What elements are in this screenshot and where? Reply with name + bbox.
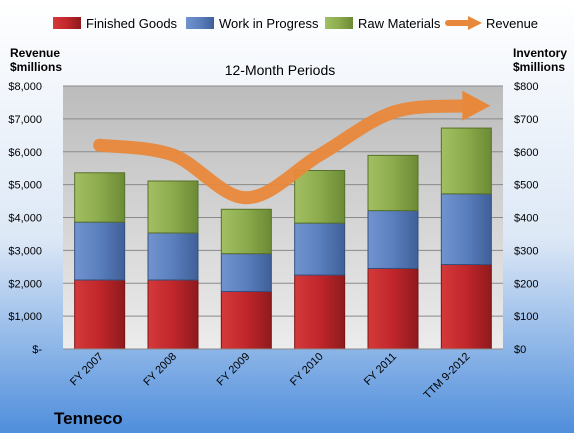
- right-tick-label: $600: [514, 147, 538, 159]
- legend-label-revenue: Revenue: [486, 16, 538, 31]
- bar-finished-goods-fy-2011: [367, 267, 419, 350]
- bar-finished-goods-fy-2010: [294, 274, 346, 350]
- revenue-point-fy-2011: [392, 111, 394, 113]
- left-axis-title-line2: $millions: [10, 60, 62, 74]
- left-tick-label: $-: [32, 344, 42, 356]
- right-tick-label: $700: [514, 114, 538, 126]
- right-axis-title-line2: $millions: [513, 60, 565, 74]
- revenue-arrowhead: [462, 90, 491, 121]
- company-name: Tenneco: [54, 409, 123, 428]
- bar-work-in-progress-fy-2007: [74, 221, 126, 281]
- left-tick-label: $4,000: [8, 213, 42, 225]
- revenue-point-fy-2007: [99, 144, 101, 146]
- bar-work-in-progress-ttm-9-2012: [440, 193, 492, 266]
- bar-work-in-progress-fy-2010: [294, 222, 346, 276]
- right-axis-title-line1: Inventory: [513, 46, 567, 60]
- revenue-line: [93, 99, 473, 205]
- legend-swatch-work-in-progress: [186, 17, 214, 29]
- revenue-line-layer: [93, 90, 491, 205]
- right-tick-label: $400: [514, 213, 538, 225]
- right-tick-label: $0: [514, 344, 526, 356]
- right-tick-label: $300: [514, 245, 538, 257]
- chart-title: 12-Month Periods: [225, 62, 336, 78]
- right-tick-label: $100: [514, 311, 538, 323]
- legend-swatch-revenue: [445, 16, 482, 30]
- left-tick-label: $1,000: [8, 311, 42, 323]
- revenue-point-fy-2008: [172, 154, 174, 156]
- bar-raw-materials-ttm-9-2012: [440, 127, 492, 195]
- bars: [74, 127, 492, 350]
- left-tick-label: $7,000: [8, 114, 42, 126]
- bar-raw-materials-fy-2010: [294, 169, 346, 224]
- revenue-point-fy-2009: [245, 197, 247, 199]
- bar-raw-materials-fy-2009: [220, 208, 272, 255]
- bar-finished-goods-fy-2009: [220, 290, 272, 350]
- left-tick-label: $8,000: [8, 81, 42, 93]
- legend-label-raw-materials: Raw Materials: [358, 16, 441, 31]
- left-tick-label: $3,000: [8, 245, 42, 257]
- revenue-point-ttm-9-2012: [465, 105, 467, 107]
- legend-swatch-raw-materials: [325, 17, 353, 29]
- legend: Finished Goods Work in Progress Raw Mate…: [53, 16, 538, 31]
- left-tick-label: $6,000: [8, 147, 42, 159]
- bar-work-in-progress-fy-2009: [220, 253, 272, 292]
- bar-finished-goods-ttm-9-2012: [440, 264, 492, 350]
- bar-work-in-progress-fy-2008: [147, 232, 199, 281]
- legend-revenue-arrowhead: [468, 16, 482, 30]
- left-axis-title-line1: Revenue: [10, 46, 60, 60]
- right-tick-label: $500: [514, 180, 538, 192]
- bar-finished-goods-fy-2008: [147, 279, 199, 350]
- bar-finished-goods-fy-2007: [74, 279, 126, 350]
- right-tick-label: $800: [514, 81, 538, 93]
- bar-raw-materials-fy-2008: [147, 180, 199, 234]
- bar-work-in-progress-fy-2011: [367, 210, 419, 269]
- revenue-point-fy-2010: [319, 154, 321, 156]
- legend-label-work-in-progress: Work in Progress: [219, 16, 319, 31]
- left-tick-label: $2,000: [8, 278, 42, 290]
- legend-label-finished-goods: Finished Goods: [86, 16, 178, 31]
- right-tick-label: $200: [514, 278, 538, 290]
- left-tick-label: $5,000: [8, 180, 42, 192]
- bar-raw-materials-fy-2007: [74, 172, 126, 223]
- legend-swatch-finished-goods: [53, 17, 81, 29]
- bar-raw-materials-fy-2011: [367, 154, 419, 212]
